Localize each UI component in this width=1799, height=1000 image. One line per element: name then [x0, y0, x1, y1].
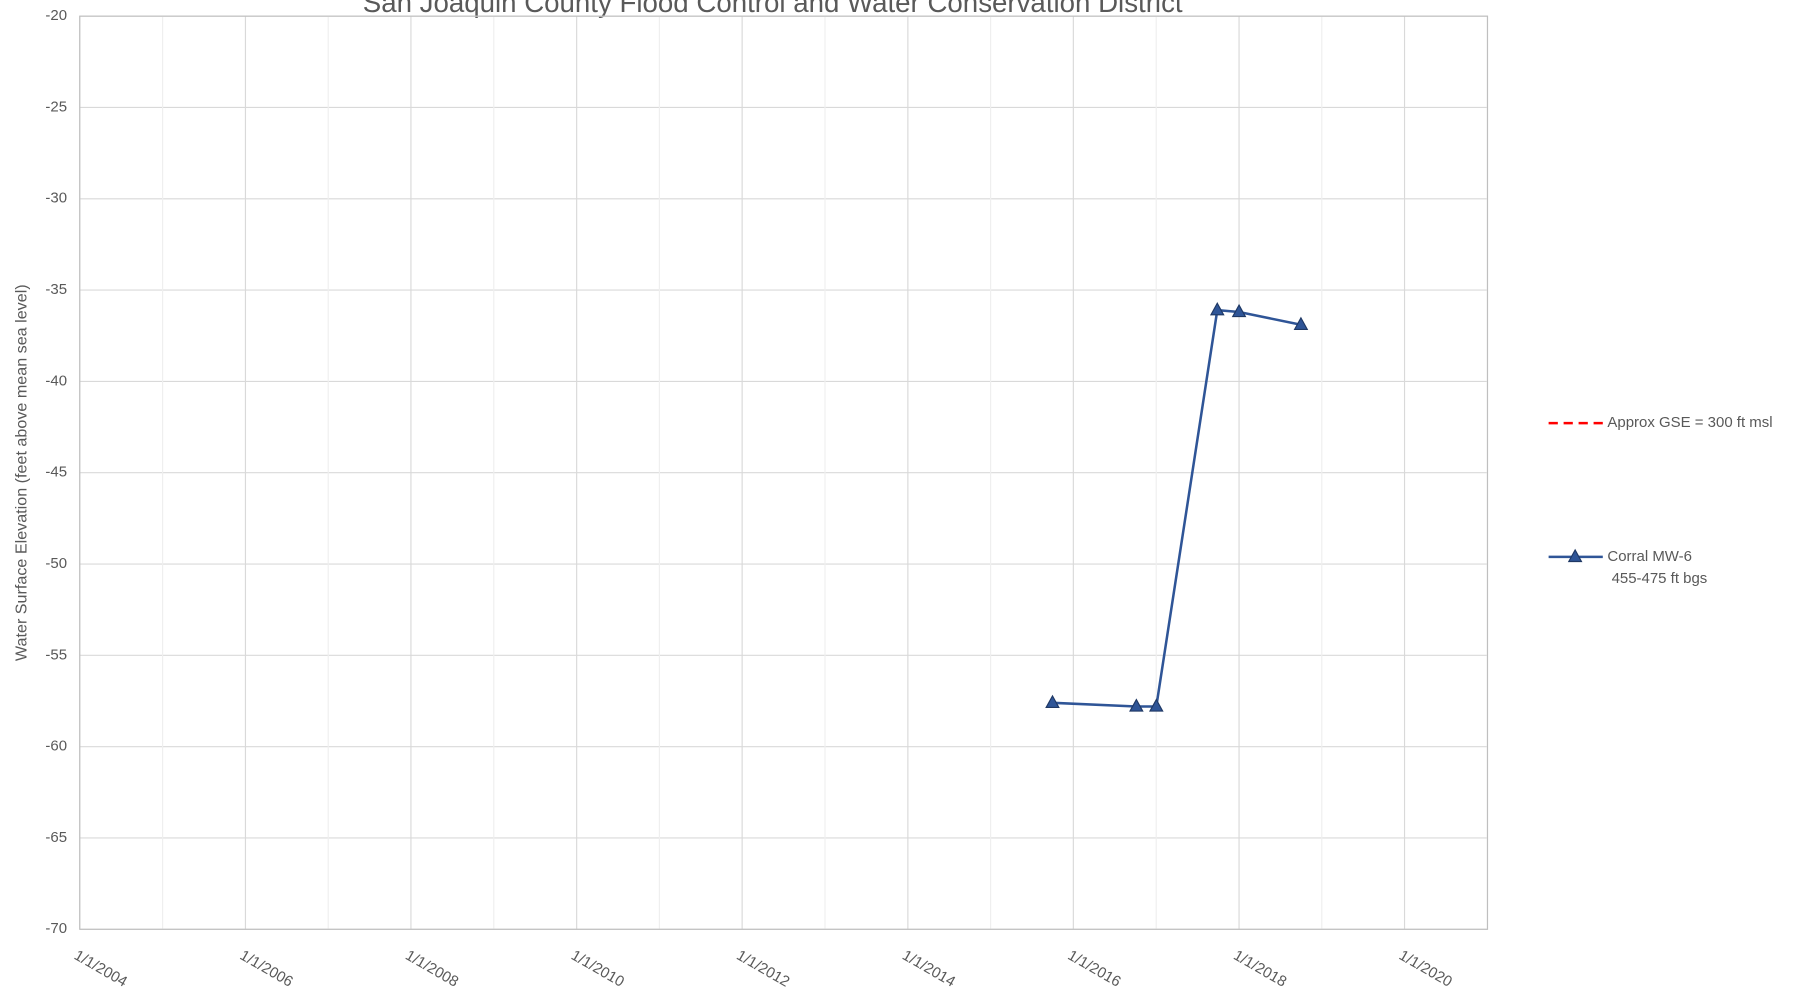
y-tick-label: -40 — [45, 372, 67, 389]
y-tick-label: -20 — [45, 7, 67, 24]
legend-label: Approx GSE = 300 ft msl — [1607, 414, 1772, 431]
data-point — [1148, 698, 1164, 712]
legend-marker — [1567, 548, 1583, 563]
legend-label: Corral MW-6 455-475 ft bgs — [1607, 548, 1707, 587]
chart-title: San Joaquin County Flood Control and Wat… — [363, 0, 1183, 18]
data-point — [1129, 698, 1144, 712]
y-tick-label: -50 — [45, 555, 67, 572]
data-point — [1231, 303, 1247, 318]
series-line — [1052, 308, 1302, 708]
y-tick-label: -25 — [45, 98, 67, 115]
plot-border — [79, 15, 1489, 930]
y-tick-label: -35 — [45, 281, 67, 298]
data-point — [1045, 694, 1060, 709]
data-point — [1293, 316, 1309, 330]
y-tick-label: -65 — [45, 829, 67, 846]
y-tick-label: -45 — [45, 464, 67, 481]
y-axis-label: Water Surface Elevation (feet above mean… — [12, 284, 30, 661]
y-tick-label: -30 — [45, 190, 67, 207]
y-tick-label: -55 — [45, 646, 67, 663]
data-point — [1209, 302, 1225, 316]
y-tick-label: -60 — [45, 738, 67, 755]
y-tick-label: -70 — [45, 920, 67, 937]
